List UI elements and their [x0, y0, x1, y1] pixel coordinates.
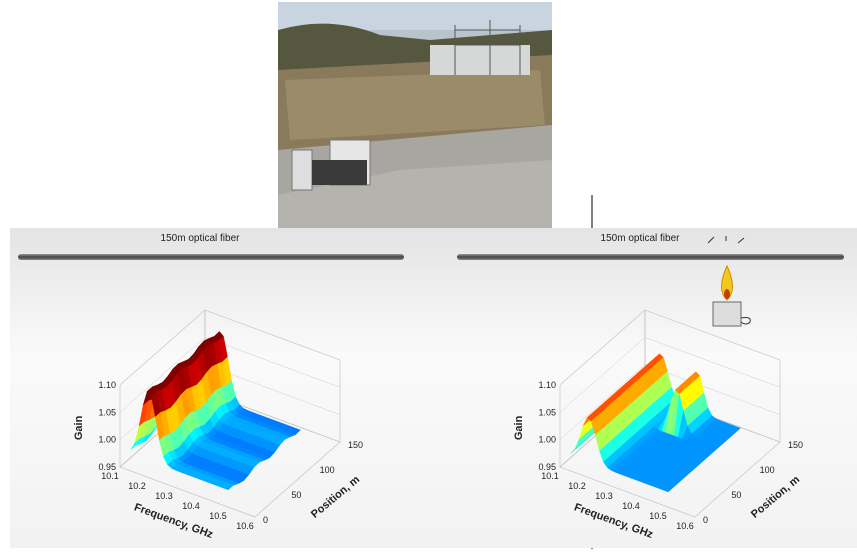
y-tick-label: 100 [320, 465, 335, 475]
z-axis-label: Gain [513, 415, 525, 440]
y-tick-label: 0 [703, 515, 708, 525]
y-tick-label: 150 [788, 440, 803, 450]
x-tick-label: 10.5 [209, 511, 227, 521]
grid-line [559, 364, 646, 440]
fiber-label: 150m optical fiber [601, 233, 681, 244]
z-tick-label: 0.95 [98, 462, 116, 472]
z-tick-label: 1.10 [538, 380, 556, 390]
grid-line [204, 337, 341, 388]
grid-line [119, 309, 206, 386]
x-tick-label: 10.3 [155, 491, 173, 501]
grid-line [644, 309, 781, 361]
z-tick-label: 1.05 [538, 407, 556, 417]
z-tick-label: 0.95 [538, 462, 556, 472]
surface-patch [223, 483, 234, 491]
x-tick-label: 10.3 [595, 491, 613, 501]
heat-source [707, 236, 751, 327]
surface-patch [663, 485, 674, 493]
x-tick-label: 10.1 [541, 471, 559, 481]
fiber [18, 254, 404, 260]
x-tick-label: 10.4 [182, 501, 200, 511]
z-tick-label: 1.10 [98, 380, 116, 390]
grid-line [119, 337, 206, 413]
fiber-label: 150m optical fiber [161, 233, 241, 244]
x-tick-label: 10.2 [568, 481, 586, 491]
x-tick-label: 10.1 [101, 471, 119, 481]
x-tick-label: 10.4 [622, 501, 640, 511]
z-tick-label: 1.05 [98, 407, 116, 417]
y-tick-label: 0 [263, 515, 268, 525]
fiber [457, 254, 844, 260]
z-tick-label: 1.00 [98, 435, 116, 445]
y-tick-label: 100 [760, 465, 775, 475]
grid-line [204, 309, 341, 361]
y-tick-label: 50 [291, 490, 301, 500]
x-tick-label: 10.5 [649, 511, 667, 521]
grid-line [559, 309, 646, 386]
y-tick-label: 50 [731, 490, 741, 500]
site-photo [278, 2, 552, 228]
grid-line [644, 337, 781, 388]
x-tick-label: 10.2 [128, 481, 146, 491]
grid-line [559, 337, 646, 413]
z-axis-label: Gain [73, 415, 85, 440]
x-tick-label: 10.6 [676, 521, 694, 531]
x-tick-label: 10.6 [236, 521, 254, 531]
y-tick-label: 150 [348, 440, 363, 450]
z-tick-label: 1.00 [538, 435, 556, 445]
surface-plot: 0.95 1.00 1.05 1.10 10.1 10.2 10.3 10.4 10.5 10.6… [513, 309, 803, 541]
